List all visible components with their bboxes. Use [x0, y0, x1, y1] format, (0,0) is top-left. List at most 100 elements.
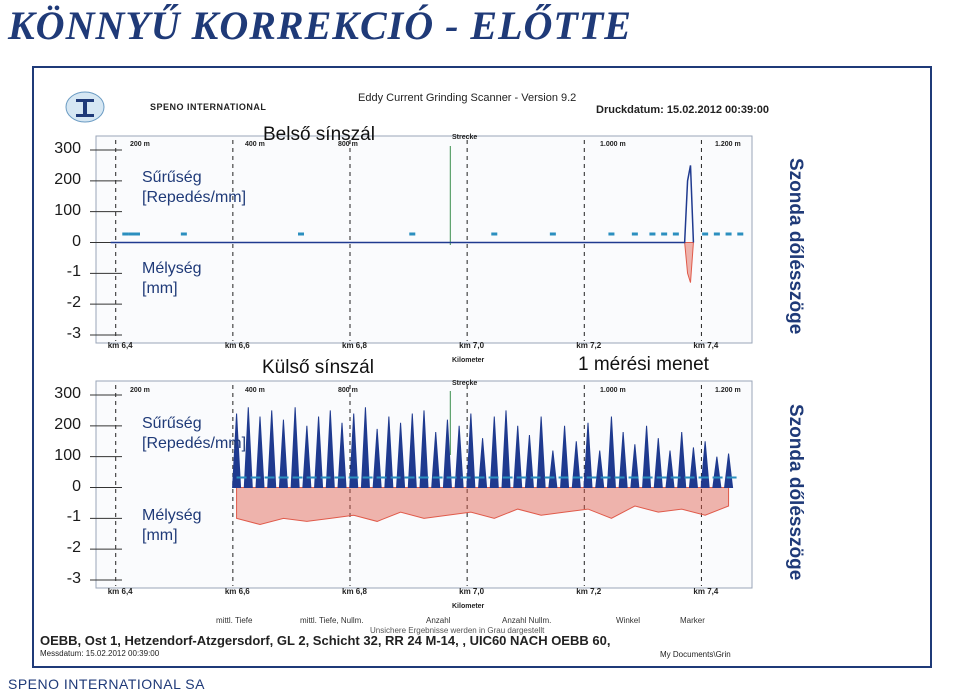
density-series: [110, 165, 695, 244]
count-marker: [180, 232, 187, 236]
density-spike: [431, 431, 441, 488]
footer-path: My Documents\Grin: [660, 650, 731, 659]
density-spike: [478, 438, 488, 488]
count-marker: [298, 232, 304, 236]
top-axis-tick: 1.200 m: [715, 387, 741, 394]
density-spike: [384, 416, 394, 488]
density-spike: [642, 425, 652, 488]
density-spike: [396, 422, 406, 488]
density-spike: [255, 416, 265, 488]
count-marker: [661, 232, 668, 236]
x-tick-label: km 7,0: [459, 587, 484, 596]
legend-item: mittl. Tiefe, Nullm.: [300, 616, 364, 625]
y-tick-label: 100: [54, 446, 81, 464]
top-axis-tick: 800 m: [338, 387, 358, 394]
count-marker: [649, 232, 656, 236]
count-marker: [549, 232, 556, 236]
density-spike: [571, 441, 581, 488]
density-spike: [524, 435, 534, 488]
legend-item: Anzahl: [426, 616, 451, 625]
density-spike: [618, 431, 628, 488]
y-tick-label: 200: [54, 170, 81, 188]
density-spike: [700, 441, 710, 488]
density-spike: [606, 416, 616, 488]
count-marker: [672, 232, 679, 236]
y-tick-label: -3: [66, 325, 81, 342]
y-tick-label: 300: [54, 140, 81, 157]
x-tick-label: km 6,4: [108, 341, 133, 350]
density-spike: [501, 410, 511, 488]
density-spike: [349, 413, 359, 488]
outer-rail-label: Külső sínszál: [262, 357, 374, 378]
density-spike: [513, 425, 523, 488]
count-marker: [713, 232, 720, 236]
legend-item: Marker: [680, 616, 705, 625]
count-marker: [702, 232, 709, 236]
density-label-2: Sűrűség [Repedés/mm]: [142, 415, 247, 452]
inner-rail-label: Belső sínszál: [263, 124, 375, 145]
x-tick-label: km 6,4: [108, 587, 133, 596]
kilometer-label-1: Kilometer: [452, 357, 485, 364]
density-spike: [360, 407, 370, 488]
density-spike: [454, 425, 464, 488]
depth-series: [236, 487, 730, 526]
top-axis-tick: 200 m: [130, 141, 150, 148]
density-spike: [278, 419, 288, 488]
y-tick-label: -1: [66, 508, 81, 526]
density-spike: [325, 410, 335, 488]
x-tick-label: km 7,4: [693, 587, 718, 596]
top-axis-tick: 1.000 m: [600, 141, 626, 148]
footer-route: OEBB, Ost 1, Hetzendorf-Atzgersdorf, GL …: [40, 633, 611, 648]
count-marker: [134, 232, 140, 236]
y-tick-label: 100: [54, 201, 81, 219]
density-spike: [243, 407, 253, 488]
density-spike: [724, 453, 734, 488]
x-tick-label: km 6,6: [225, 341, 250, 350]
density-spike: [653, 438, 663, 488]
density-spike: [677, 431, 687, 488]
count-marker: [737, 232, 744, 236]
depth-series: [684, 242, 694, 283]
density-spike: [466, 413, 476, 488]
y-tick-label: -2: [66, 539, 81, 557]
count-marker: [608, 232, 615, 236]
density-spike: [560, 425, 570, 488]
count-marker: [122, 232, 129, 236]
footer-date: Messdatum: 15.02.2012 00:39:00: [40, 649, 160, 658]
top-axis-tick: 1.200 m: [715, 141, 741, 148]
count-marker: [491, 232, 498, 236]
count-marker: [631, 232, 638, 236]
density-spike: [489, 416, 499, 488]
count-marker: [128, 232, 135, 236]
legend-item: mittl. Tiefe: [216, 616, 253, 625]
density-spike: [267, 410, 277, 488]
probe-angle-label-2: Szonda dőlésszöge: [785, 404, 806, 581]
y-tick-label: -2: [66, 294, 81, 312]
legend-item: Anzahl Nullm.: [502, 616, 552, 625]
density-spike: [536, 416, 546, 488]
y-tick-label: 300: [54, 385, 81, 402]
count-marker: [725, 232, 732, 236]
x-tick-label: km 7,2: [576, 587, 601, 596]
legend-item: Winkel: [616, 616, 641, 625]
x-tick-label: km 6,6: [225, 587, 250, 596]
density-spike: [442, 419, 452, 488]
density-spike: [232, 413, 242, 488]
x-tick-label: km 6,8: [342, 587, 367, 596]
density-spike: [290, 407, 300, 488]
strecke-label-2: Strecke: [452, 380, 478, 387]
density-spike: [302, 425, 312, 488]
density-spike: [583, 422, 593, 488]
density-label-1: Sűrűség [Repedés/mm]: [142, 169, 247, 206]
depth-label-1: Mélység [mm]: [142, 260, 202, 297]
top-axis-tick: 200 m: [130, 387, 150, 394]
strecke-label-1: Strecke: [452, 134, 478, 141]
y-tick-label: 0: [72, 232, 81, 250]
density-spike: [712, 456, 722, 488]
x-tick-label: km 6,8: [342, 341, 367, 350]
top-axis-tick: 400 m: [245, 141, 265, 148]
density-spike: [407, 413, 417, 488]
density-spike: [314, 416, 324, 488]
y-tick-label: 200: [54, 415, 81, 433]
outer-rail-panel: 200 m 400 m 800 m 1.000 m 1.200 m km 6,4 km 6,…: [90, 380, 753, 596]
